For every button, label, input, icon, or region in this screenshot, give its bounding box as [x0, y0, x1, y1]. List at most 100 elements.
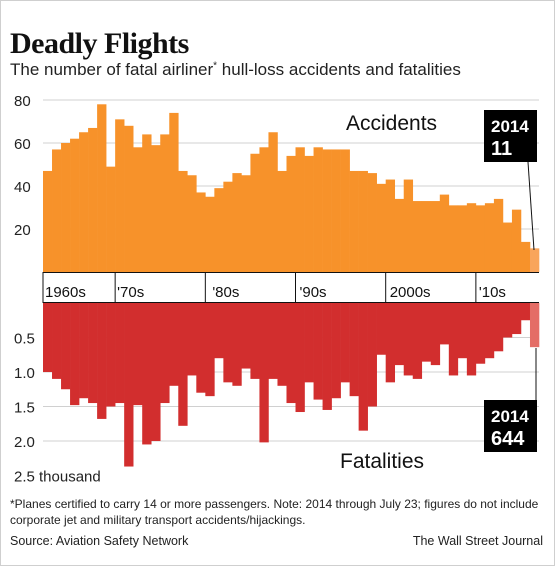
fatalities-bar: [142, 303, 152, 445]
accidents-bar: [259, 147, 269, 272]
fatalities-bar: [178, 303, 188, 426]
fatalities-tick-label: 0.5: [14, 331, 35, 348]
chart-title: Deadly Flights: [10, 27, 189, 60]
accidents-bar: [295, 147, 305, 272]
fatalities-bar: [295, 303, 305, 413]
accidents-bar: [88, 127, 98, 272]
fatalities-bar: [124, 303, 134, 467]
decade-label: 1960s: [45, 284, 86, 301]
fatalities-series-title: Fatalities: [340, 450, 424, 473]
fatalities-bar: [376, 303, 386, 355]
accidents-tick-label: 60: [14, 136, 31, 153]
accidents-bar: [70, 138, 80, 272]
fatalities-bar: [394, 303, 405, 366]
fatalities-bar: [223, 303, 233, 383]
accidents-bar: [196, 192, 206, 272]
accidents-bar: [457, 205, 468, 272]
fatalities-bar: [52, 303, 62, 379]
fatalities-bar: [187, 303, 197, 376]
accidents-bar: [403, 179, 414, 272]
fatalities-tick-label: 2.0: [14, 434, 35, 451]
fatalities-bar: [322, 303, 332, 410]
accidents-bar: [493, 198, 504, 272]
fatalities-bar: [349, 303, 359, 397]
decade-label: '90s: [300, 284, 327, 301]
fatalities-bar: [313, 303, 323, 400]
fatalities-bar: [457, 303, 468, 359]
decade-label: 2000s: [390, 284, 431, 301]
accidents-bar: [106, 166, 116, 272]
fatalities-callout-value: 644: [491, 428, 525, 450]
accidents-bar: [205, 196, 215, 272]
fatalities-tick-label: 1.0: [14, 365, 35, 382]
source-credit: Source: Aviation Safety Network: [10, 534, 189, 548]
fatalities-bar: [385, 303, 396, 383]
accidents-bar: [268, 132, 278, 272]
fatalities-bar: [43, 303, 53, 372]
accidents-bar: [529, 248, 540, 272]
fatalities-bar: [268, 303, 278, 379]
fatalities-tick-label: 2.5 thousand: [14, 469, 101, 486]
decade-label: '70s: [117, 284, 144, 301]
accidents-bar: [97, 104, 107, 272]
fatalities-bar: [88, 303, 98, 404]
fatalities-bar: [475, 303, 486, 364]
accidents-bar: [394, 198, 405, 272]
chart-subtitle: The number of fatal airliner* hull-loss …: [10, 60, 461, 79]
fatalities-bar: [205, 303, 215, 397]
fatalities-bar: [106, 303, 116, 407]
fatalities-bar: [304, 303, 314, 383]
accidents-series-title: Accidents: [346, 112, 437, 135]
fatalities-bar: [61, 303, 71, 390]
fatalities-bar: [277, 303, 287, 386]
fatalities-bar: [79, 303, 89, 399]
accidents-bar: [376, 183, 386, 272]
accidents-bar: [358, 170, 368, 272]
fatalities-bar: [115, 303, 125, 404]
fatalities-bar: [493, 303, 504, 352]
fatalities-bar: [133, 303, 143, 406]
fatalities-callout-box: [484, 400, 537, 452]
accidents-tick-label: 20: [14, 222, 31, 239]
accidents-bar: [340, 149, 350, 272]
accidents-bar: [430, 201, 441, 272]
accidents-bar: [115, 119, 125, 272]
accidents-bar: [232, 173, 242, 272]
accidents-tick-label: 80: [14, 93, 31, 110]
accidents-bar: [277, 170, 287, 272]
accidents-bar: [313, 147, 323, 272]
decade-label: '10s: [479, 284, 506, 301]
fatalities-bar: [232, 303, 242, 386]
fatalities-bar: [169, 303, 179, 386]
accidents-bar: [151, 145, 161, 272]
accidents-bar: [52, 149, 62, 272]
accidents-callout-leader: [527, 161, 535, 251]
accidents-callout-box: [484, 110, 537, 162]
fatalities-bar: [421, 303, 432, 362]
fatalities-bar: [70, 303, 80, 406]
fatalities-bar: [241, 303, 251, 369]
fatalities-bar: [520, 303, 531, 321]
fatalities-bar: [250, 303, 260, 379]
accidents-bar: [421, 201, 432, 272]
accidents-bar: [448, 205, 459, 272]
accidents-bar: [304, 155, 314, 272]
footnote: *Planes certified to carry 14 or more pa…: [10, 497, 539, 527]
accidents-bar: [412, 201, 423, 272]
accidents-bar: [286, 155, 296, 272]
fatalities-bar: [439, 303, 450, 345]
accidents-bar: [43, 170, 53, 272]
fatalities-bar: [448, 303, 459, 376]
fatalities-callout-year: 2014: [491, 407, 529, 426]
accidents-bar: [178, 170, 188, 272]
accidents-bar: [520, 241, 531, 272]
fatalities-bar: [97, 303, 107, 419]
fatalities-bar: [502, 303, 513, 338]
accidents-bar: [61, 143, 71, 272]
fatalities-bar: [412, 303, 423, 379]
publisher-credit: The Wall Street Journal: [412, 534, 543, 548]
fatalities-bar: [286, 303, 296, 404]
accidents-bar: [124, 125, 134, 272]
fatalities-bar: [511, 303, 522, 335]
